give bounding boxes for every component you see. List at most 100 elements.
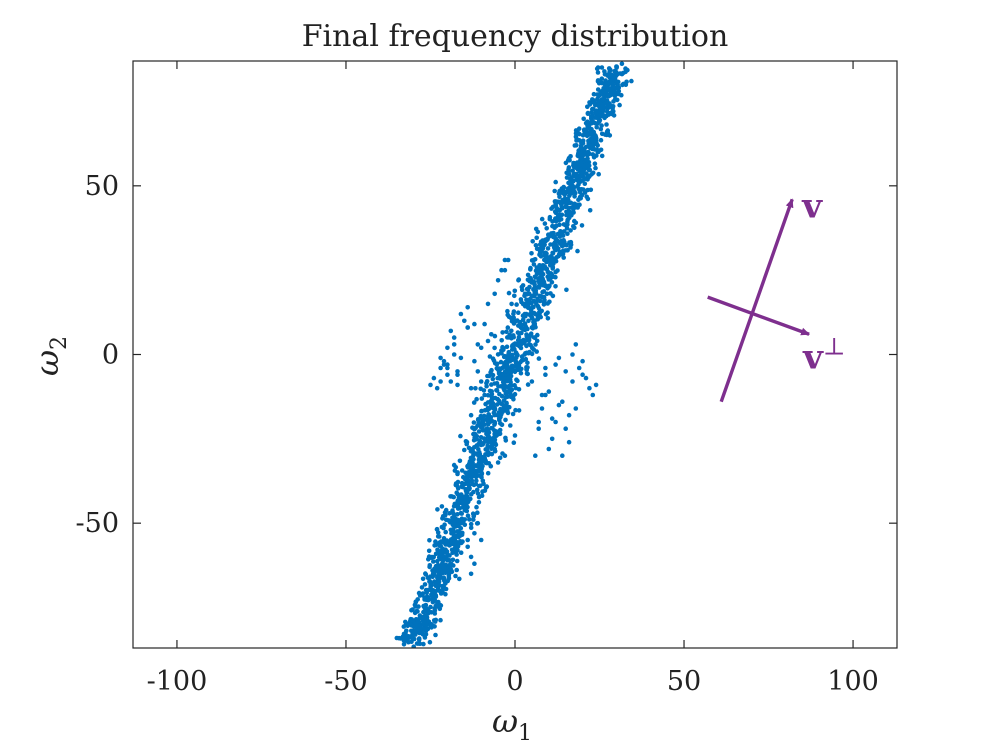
scatter-point	[578, 143, 584, 148]
scatter-point	[538, 239, 544, 245]
scatter-point	[495, 460, 501, 465]
scatter-point	[450, 557, 456, 563]
scatter-point	[474, 504, 479, 510]
scatter-point	[557, 217, 562, 223]
scatter-point	[453, 573, 458, 579]
scatter-point	[512, 433, 518, 438]
scatter-point	[433, 583, 439, 589]
scatter-point	[571, 210, 576, 215]
scatter-point	[563, 369, 568, 374]
scatter-point	[494, 402, 500, 407]
scatter-point	[526, 300, 532, 306]
scatter-point	[445, 365, 450, 371]
scatter-point	[569, 181, 574, 186]
scatter-point	[407, 622, 413, 627]
scatter-point	[556, 212, 562, 217]
scatter-point	[540, 289, 545, 295]
scatter-point	[533, 342, 538, 347]
scatter-point	[536, 356, 542, 361]
scatter-point	[460, 484, 465, 490]
scatter-point	[422, 635, 428, 640]
scatter-point	[532, 274, 538, 280]
scatter-point	[495, 278, 501, 283]
scatter-point	[546, 277, 552, 282]
scatter-point	[578, 187, 583, 192]
scatter-point	[508, 315, 514, 321]
scatter-point	[505, 257, 511, 263]
scatter-point	[492, 345, 497, 351]
scatter-point	[431, 569, 436, 574]
scatter-point	[505, 356, 510, 362]
scatter-point	[531, 257, 537, 263]
scatter-point	[587, 208, 593, 213]
scatter-point	[549, 280, 555, 285]
scatter-point	[511, 311, 516, 317]
scatter-point	[443, 529, 449, 535]
scatter-point	[494, 433, 499, 439]
scatter-point	[617, 71, 623, 76]
scatter-point	[427, 579, 432, 584]
scatter-point	[582, 148, 587, 153]
scatter-point	[417, 613, 423, 618]
scatter-point	[512, 341, 518, 346]
scatter-point	[592, 161, 598, 166]
scatter-point	[545, 237, 550, 242]
scatter-point	[541, 279, 547, 285]
scatter-point	[445, 362, 450, 367]
scatter-point	[586, 122, 591, 127]
scatter-point	[544, 226, 549, 231]
scatter-point	[426, 548, 432, 554]
scatter-point	[563, 160, 569, 166]
scatter-point	[553, 236, 559, 241]
scatter-point	[609, 85, 615, 90]
scatter-point	[512, 391, 518, 397]
scatter-point	[473, 474, 479, 480]
scatter-point	[464, 439, 470, 445]
scatter-point	[502, 369, 508, 374]
scatter-point	[576, 126, 582, 131]
scatter-point	[414, 624, 420, 630]
scatter-point	[552, 188, 557, 194]
scatter-point	[534, 298, 540, 303]
scatter-point	[609, 111, 615, 117]
scatter-point	[517, 331, 522, 337]
scatter-point	[497, 391, 502, 397]
scatter-point	[432, 579, 437, 584]
scatter-point	[426, 619, 432, 624]
scatter-point	[584, 133, 590, 139]
scatter-point	[473, 386, 478, 391]
scatter-point	[522, 311, 527, 317]
scatter-point	[430, 597, 435, 603]
scatter-point	[525, 272, 531, 278]
scatter-point	[614, 97, 620, 103]
scatter-point	[551, 241, 557, 246]
scatter-point	[487, 354, 493, 359]
scatter-point	[566, 439, 572, 445]
scatter-point	[525, 360, 530, 366]
scatter-point	[508, 394, 514, 400]
scatter-point	[550, 256, 556, 261]
scatter-point	[577, 173, 583, 178]
scatter-point	[590, 392, 596, 398]
scatter-point	[512, 288, 518, 294]
scatter-point	[454, 558, 460, 564]
scatter-point	[539, 216, 545, 222]
scatter-point	[503, 395, 509, 400]
scatter-point	[485, 338, 491, 344]
scatter-point	[468, 554, 474, 560]
scatter-point	[528, 296, 533, 301]
scatter-point	[506, 383, 512, 389]
scatter-point	[625, 67, 630, 73]
scatter-point	[475, 417, 481, 423]
scatter-point	[589, 113, 594, 119]
scatter-point	[510, 367, 516, 373]
scatter-point	[575, 205, 580, 210]
scatter-point	[549, 416, 555, 421]
scatter-point	[560, 233, 566, 238]
scatter-point	[503, 417, 508, 423]
scatter-point	[574, 136, 579, 142]
scatter-point	[462, 494, 468, 499]
scatter-point	[543, 283, 548, 289]
scatter-point	[546, 446, 552, 452]
scatter-point	[492, 419, 498, 425]
